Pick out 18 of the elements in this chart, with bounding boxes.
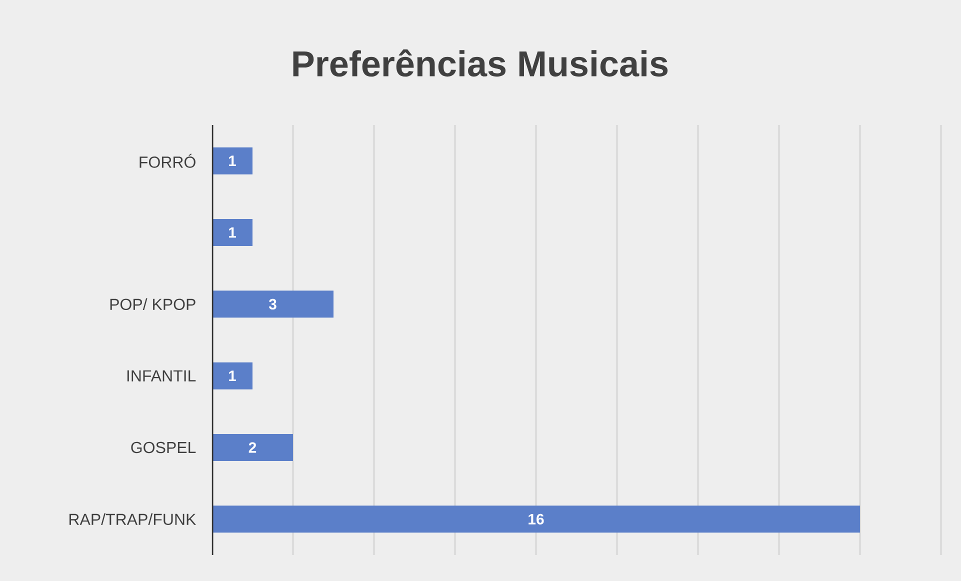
y-tick-label: FORRÓ [140,154,196,168]
bar [212,219,252,246]
data-label: 1 [229,370,236,381]
chart-title: Preferências Musicais [293,49,668,77]
bar [212,434,293,462]
y-tick-label: INFANTIL [127,370,196,382]
data-label: 16 [528,514,544,524]
data-label: 1 [229,227,236,238]
bar [212,506,860,533]
data-label: 1 [229,156,236,166]
data-label: 2 [248,442,256,453]
y-tick-label: GOSPEL [131,442,196,454]
y-tick-label: POP/ KPOP [110,298,196,310]
bar [212,147,252,174]
data-label: 3 [268,298,276,310]
bar [212,362,252,390]
bar [212,290,334,318]
y-tick-label: RAP/TRAP/FUNK [70,513,196,526]
